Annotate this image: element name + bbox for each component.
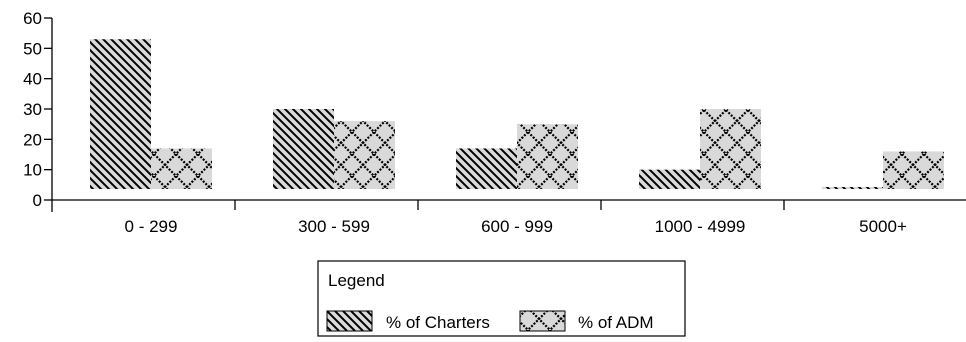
bar-charters-3 <box>639 169 700 189</box>
y-tick-label: 40 <box>23 70 42 89</box>
legend-swatch-adm <box>519 310 566 332</box>
legend-swatch-charters <box>326 310 373 332</box>
bar-charters-0 <box>90 39 151 189</box>
bar-adm-0 <box>151 148 212 189</box>
y-tick-label: 20 <box>23 130 42 149</box>
bar-adm-3 <box>700 109 761 189</box>
bar-charters-1 <box>273 109 334 189</box>
y-tick-label: 30 <box>23 100 42 119</box>
bar-adm-2 <box>517 124 578 189</box>
x-tick-label: 300 - 599 <box>298 217 370 236</box>
y-tick-label: 0 <box>33 191 42 210</box>
legend-box <box>317 260 686 337</box>
bar-adm-1 <box>334 121 395 189</box>
x-tick-label: 600 - 999 <box>481 217 553 236</box>
y-axis: 0 10 20 30 40 50 60 <box>23 9 53 212</box>
y-tick-label: 50 <box>23 39 42 58</box>
bar-charters-2 <box>456 148 517 189</box>
legend-label-adm: % of ADM <box>578 313 654 332</box>
legend: Legend % of Charters % of ADM <box>317 260 686 337</box>
x-tick-label: 5000+ <box>859 217 907 236</box>
x-tick-label: 0 - 299 <box>125 217 178 236</box>
y-tick-label: 10 <box>23 161 42 180</box>
bar-adm-4 <box>883 151 944 189</box>
bar-charters-4 <box>822 187 883 189</box>
legend-title: Legend <box>328 271 385 290</box>
legend-label-charters: % of Charters <box>386 313 490 332</box>
y-tick-label: 60 <box>23 9 42 28</box>
bars-group <box>90 39 944 189</box>
x-axis: 0 - 299 300 - 599 600 - 999 1000 - 4999 5000… <box>52 199 966 236</box>
x-tick-label: 1000 - 4999 <box>655 217 746 236</box>
